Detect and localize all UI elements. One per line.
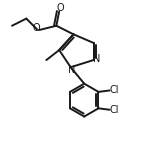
Text: N: N (93, 54, 101, 64)
Text: N: N (68, 65, 76, 75)
Text: O: O (56, 3, 64, 13)
Text: Cl: Cl (110, 105, 119, 115)
Text: O: O (32, 23, 40, 33)
Text: Cl: Cl (110, 86, 119, 95)
